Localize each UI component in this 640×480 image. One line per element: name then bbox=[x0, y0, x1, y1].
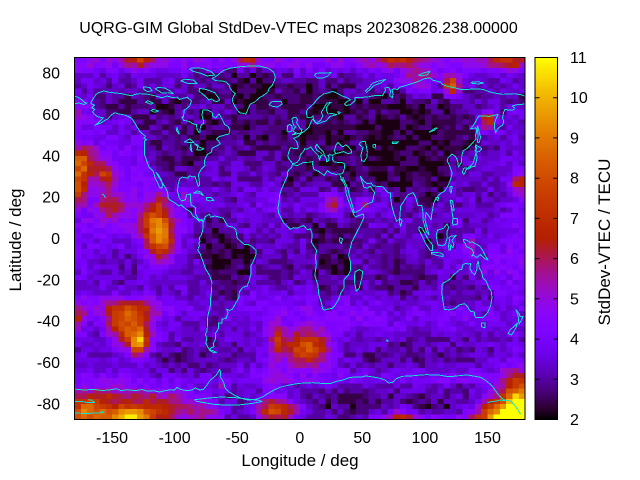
svg-text:3: 3 bbox=[570, 372, 579, 389]
svg-text:StdDev-VTEC / TECU: StdDev-VTEC / TECU bbox=[595, 159, 614, 326]
svg-text:UQRG-GIM Global StdDev-VTEC ma: UQRG-GIM Global StdDev-VTEC maps 2023082… bbox=[79, 20, 518, 37]
svg-text:7: 7 bbox=[570, 211, 579, 228]
svg-text:-100: -100 bbox=[159, 430, 191, 447]
svg-text:-20: -20 bbox=[37, 272, 60, 289]
svg-text:6: 6 bbox=[570, 251, 579, 268]
svg-text:40: 40 bbox=[42, 148, 60, 165]
svg-text:Latitude / deg: Latitude / deg bbox=[6, 188, 25, 291]
svg-text:0: 0 bbox=[295, 430, 304, 447]
svg-text:-60: -60 bbox=[37, 355, 60, 372]
svg-text:-150: -150 bbox=[96, 430, 128, 447]
svg-text:4: 4 bbox=[570, 332, 579, 349]
svg-text:8: 8 bbox=[570, 171, 579, 188]
svg-text:60: 60 bbox=[42, 107, 60, 124]
svg-text:0: 0 bbox=[51, 231, 60, 248]
svg-text:150: 150 bbox=[474, 430, 501, 447]
svg-text:50: 50 bbox=[353, 430, 371, 447]
svg-text:9: 9 bbox=[570, 130, 579, 147]
svg-text:11: 11 bbox=[570, 50, 587, 67]
svg-text:80: 80 bbox=[42, 66, 60, 83]
svg-text:5: 5 bbox=[570, 291, 579, 308]
svg-text:2: 2 bbox=[570, 412, 579, 429]
svg-text:100: 100 bbox=[412, 430, 439, 447]
svg-text:-80: -80 bbox=[37, 397, 60, 414]
svg-text:Longitude / deg: Longitude / deg bbox=[241, 451, 358, 470]
svg-text:-40: -40 bbox=[37, 314, 60, 331]
svg-text:-50: -50 bbox=[226, 430, 249, 447]
svg-text:10: 10 bbox=[570, 90, 588, 107]
svg-text:20: 20 bbox=[42, 190, 60, 207]
